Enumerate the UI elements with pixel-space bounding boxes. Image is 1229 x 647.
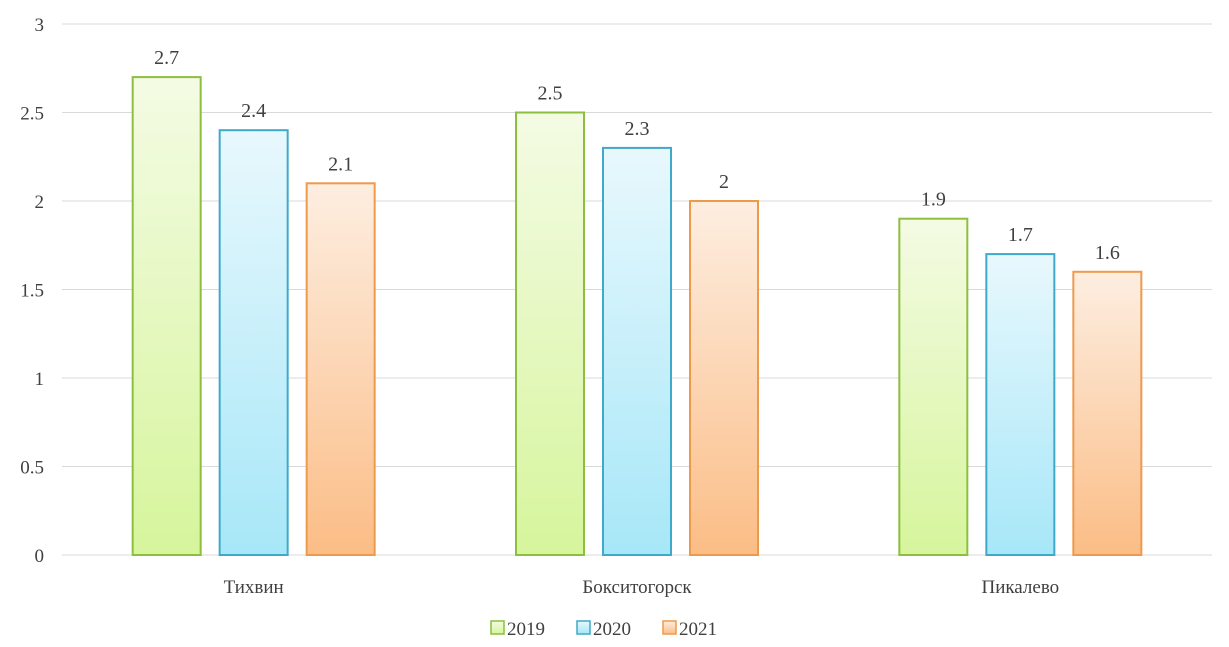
bar-2020-1 [218,129,289,556]
bar-2021-2 [689,200,759,556]
data-label: 2.7 [154,47,179,69]
data-labels: 2.7 2.4 2.1 2.5 2.3 2 1.9 1.7 1.6 [154,47,1120,264]
legend-item-2019: 2019 [490,619,545,640]
legend-label: 2020 [593,619,631,640]
bar-2019-1 [131,76,202,556]
data-label: 2 [719,171,729,193]
legend: 2019 2020 2021 [490,619,717,640]
y-tick-label: 1.5 [20,281,44,302]
legend-swatch [576,620,591,635]
bar-2021-1 [305,182,376,557]
data-label: 2.3 [625,118,650,140]
y-tick-label: 2 [35,192,45,213]
y-tick-label: 0 [35,546,45,567]
y-tick-label: 2.5 [20,104,44,125]
bar-2021-3 [1072,270,1143,556]
legend-item-2021: 2021 [662,619,717,640]
bars [131,76,1143,557]
data-label: 1.9 [921,189,946,211]
x-category-label: Пикалево [981,577,1059,598]
data-label: 2.1 [328,153,353,175]
data-label: 1.7 [1008,224,1033,246]
bar-2019-3 [898,217,969,556]
y-tick-label: 1 [35,369,45,390]
y-tick-label: 3 [35,15,45,36]
legend-label: 2021 [679,619,717,640]
x-category-label: Бокситогорск [582,577,692,598]
legend-swatch [662,620,677,635]
bar-2020-2 [602,146,672,556]
y-tick-label: 0.5 [20,458,44,479]
x-axis-categories: Тихвин Бокситогорск Пикалево [224,577,1060,598]
bar-2019-2 [515,111,585,556]
legend-swatch [490,620,505,635]
data-label: 1.6 [1095,242,1120,264]
data-label: 2.5 [538,83,563,105]
bar-2020-3 [985,253,1056,556]
y-axis-ticks: 0 0.5 1 1.5 2 2.5 3 [20,15,44,567]
data-label: 2.4 [241,100,266,122]
legend-item-2020: 2020 [576,619,631,640]
x-category-label: Тихвин [224,577,284,598]
legend-label: 2019 [507,619,545,640]
